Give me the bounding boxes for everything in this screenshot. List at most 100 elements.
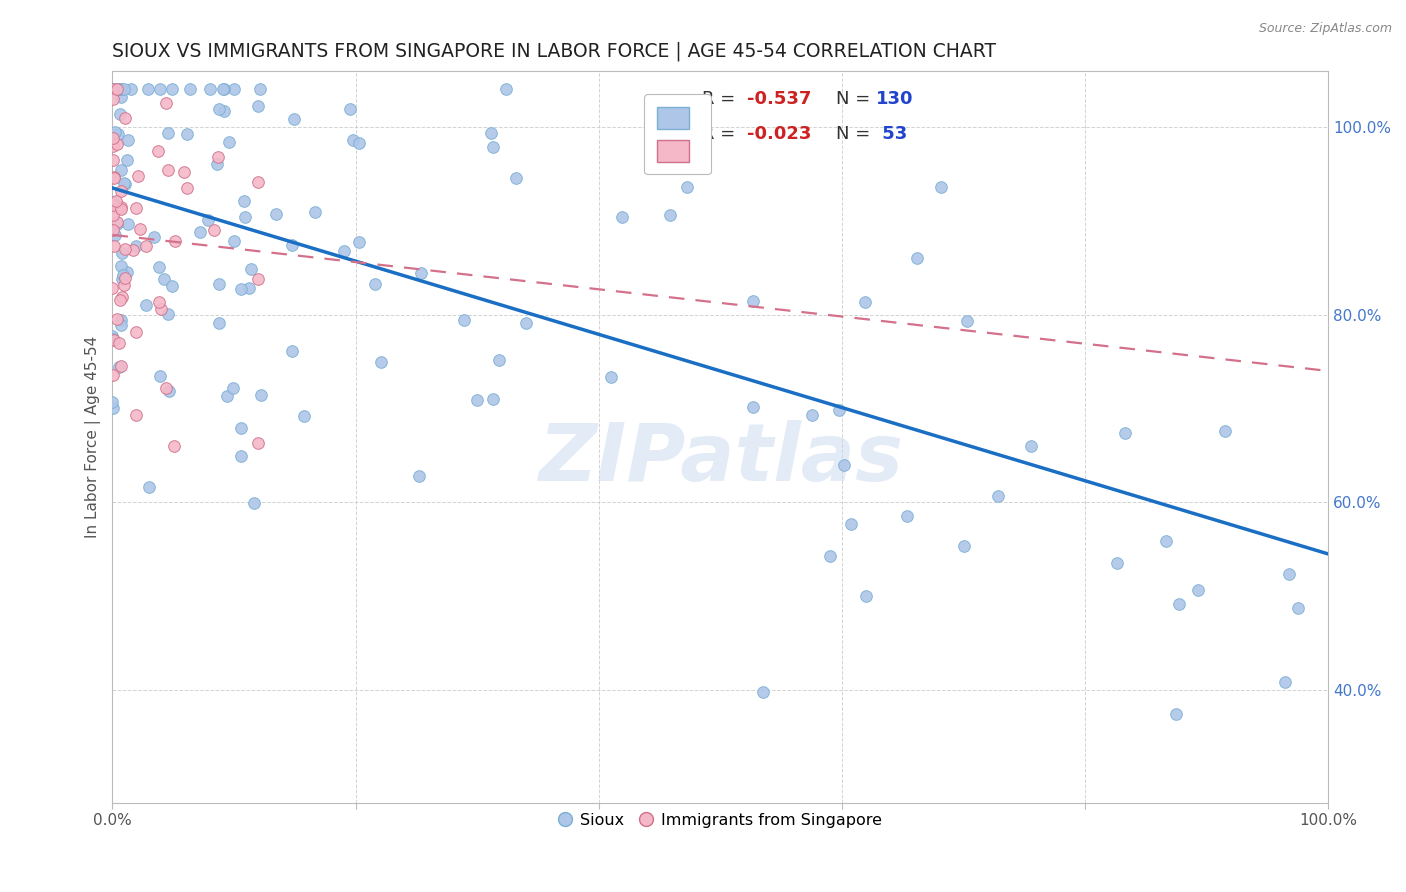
Point [105, 194, 128, 208]
Point [347, 235, 370, 249]
Point [953, 539, 976, 553]
Point [1213, 424, 1236, 438]
Point [1154, 533, 1177, 548]
Point [839, 517, 862, 532]
Point [231, 450, 253, 464]
Point [117, 217, 139, 231]
Point [162, 82, 184, 96]
Point [157, 307, 180, 321]
Point [155, 95, 177, 110]
Point [127, 169, 149, 184]
Point [818, 549, 841, 564]
Point [208, 277, 231, 292]
Point [411, 266, 433, 280]
Point [1286, 601, 1309, 615]
Point [612, 211, 634, 225]
Point [292, 409, 315, 423]
Point [163, 439, 186, 453]
Point [103, 334, 125, 348]
Point [101, 395, 124, 409]
Point [125, 408, 148, 422]
Point [465, 392, 488, 407]
Point [112, 82, 135, 96]
Text: -0.537: -0.537 [747, 89, 811, 108]
Point [110, 318, 132, 332]
Point [1187, 582, 1209, 597]
Point [364, 277, 387, 292]
Point [110, 82, 132, 96]
Point [148, 294, 170, 309]
Point [488, 353, 510, 368]
Point [202, 223, 225, 237]
Point [110, 202, 132, 217]
Point [101, 368, 124, 383]
Point [207, 102, 229, 116]
Point [264, 207, 287, 221]
Point [742, 293, 765, 308]
Point [136, 82, 159, 96]
Point [101, 401, 124, 416]
Point [905, 251, 928, 265]
Point [242, 496, 264, 510]
Point [110, 246, 132, 260]
Point [125, 201, 148, 215]
Point [742, 401, 765, 415]
Point [112, 176, 135, 190]
Point [110, 312, 132, 326]
Point [107, 201, 129, 215]
Point [207, 150, 229, 164]
Point [156, 126, 179, 140]
Point [105, 215, 128, 229]
Point [408, 468, 430, 483]
Point [146, 144, 169, 158]
Point [111, 290, 134, 304]
Point [218, 136, 240, 150]
Point [505, 170, 527, 185]
Point [108, 107, 131, 121]
Point [103, 82, 125, 96]
Point [103, 138, 125, 153]
Point [110, 359, 132, 373]
Point [173, 164, 195, 178]
Point [101, 281, 124, 295]
Point [157, 384, 180, 398]
Point [482, 392, 505, 407]
Point [212, 82, 235, 96]
Point [103, 170, 125, 185]
Point [104, 125, 127, 139]
Point [108, 293, 131, 307]
Point [232, 194, 254, 209]
Point [495, 82, 517, 96]
Point [956, 313, 979, 327]
Point [125, 239, 148, 253]
Point [101, 92, 124, 106]
Text: 53: 53 [876, 125, 907, 143]
Point [101, 82, 124, 96]
Point [247, 436, 270, 450]
Point [114, 111, 136, 125]
Point [110, 260, 132, 274]
Point [453, 312, 475, 326]
Point [222, 235, 245, 249]
Legend: Sioux, Immigrants from Singapore: Sioux, Immigrants from Singapore [553, 806, 889, 835]
Point [101, 153, 124, 167]
Text: N =: N = [835, 89, 876, 108]
Point [105, 137, 128, 152]
Point [600, 369, 623, 384]
Point [101, 195, 124, 210]
Point [103, 196, 125, 211]
Point [370, 355, 392, 369]
Point [229, 421, 252, 435]
Point [149, 82, 172, 96]
Point [112, 268, 135, 283]
Point [853, 294, 876, 309]
Point [160, 278, 183, 293]
Point [855, 589, 877, 603]
Point [179, 82, 201, 96]
Point [676, 180, 699, 194]
Point [215, 389, 238, 403]
Point [120, 82, 142, 96]
Point [103, 239, 125, 253]
Point [108, 359, 131, 374]
Point [339, 102, 361, 116]
